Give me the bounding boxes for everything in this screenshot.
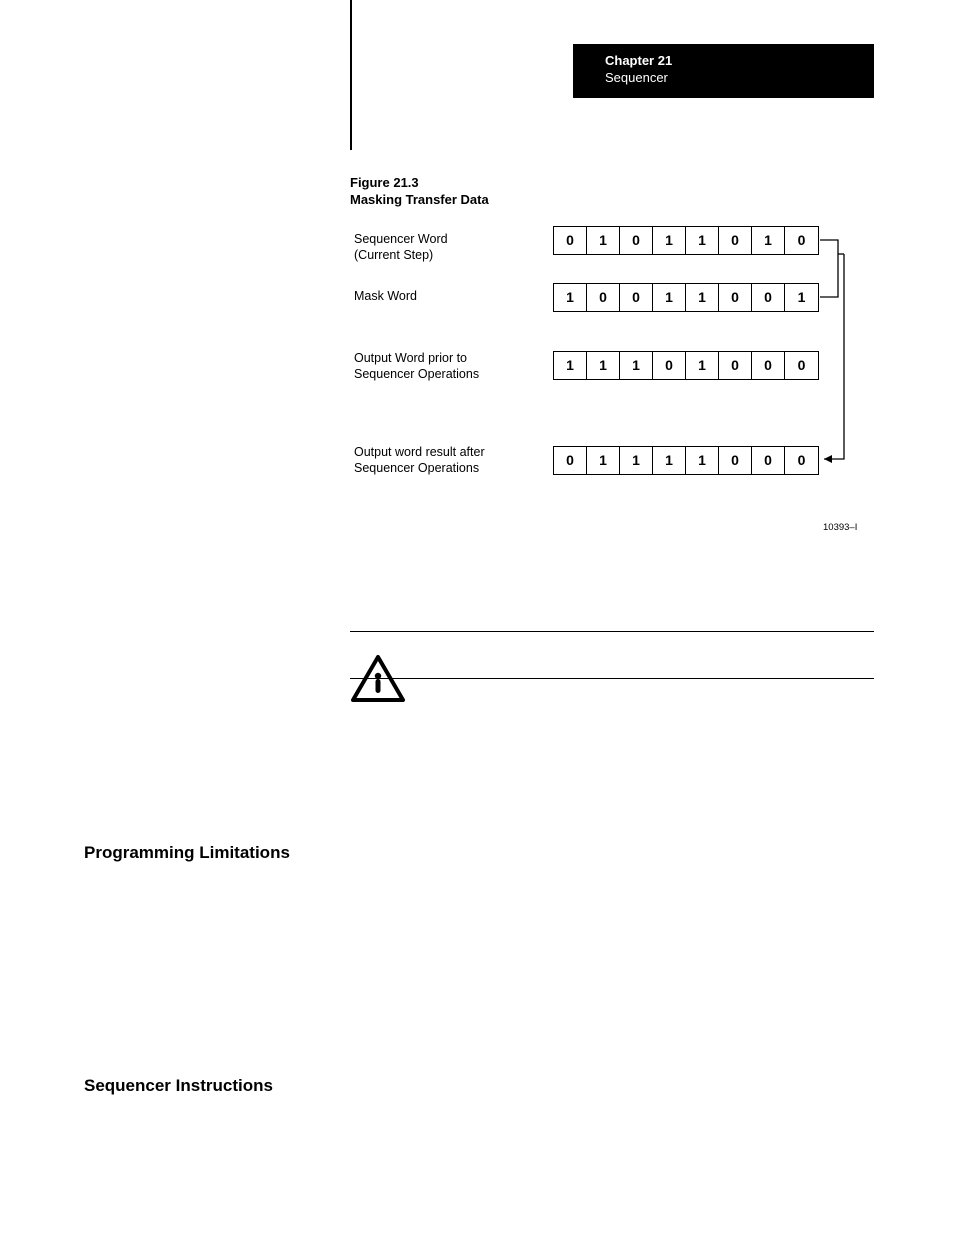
figure-connector-lines [0,0,954,520]
figure-reference-number: 10393–I [823,522,857,533]
section-heading-programming-limitations: Programming Limitations [84,843,290,863]
warning-icon [350,654,406,704]
section-heading-sequencer-instructions: Sequencer Instructions [84,1076,273,1096]
warning-box [350,631,874,679]
